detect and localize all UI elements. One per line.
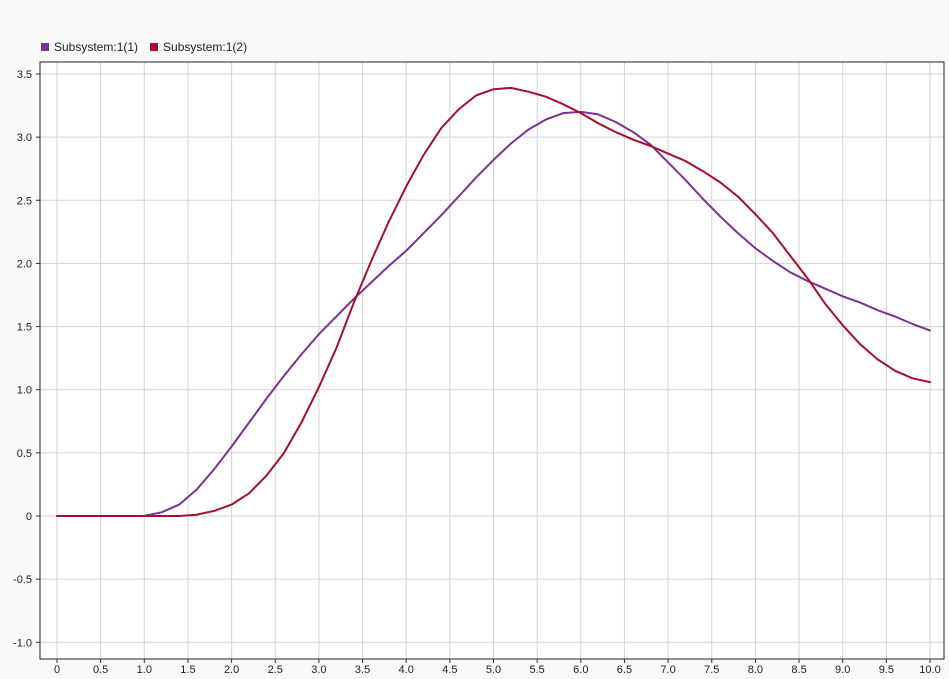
y-tick-label: -1.0 bbox=[13, 637, 32, 649]
y-tick-label: 1.0 bbox=[17, 385, 32, 397]
legend-label-series-1: Subsystem:1(1) bbox=[54, 40, 139, 54]
x-tick-label: 4.0 bbox=[399, 664, 414, 676]
x-tick-label: 0 bbox=[54, 664, 60, 676]
x-tick-label: 5.5 bbox=[530, 664, 545, 676]
y-tick-label: 2.0 bbox=[17, 258, 32, 270]
x-tick-label: 10.0 bbox=[919, 664, 940, 676]
x-tick-label: 7.5 bbox=[704, 664, 719, 676]
legend-swatch-series-1 bbox=[41, 43, 49, 51]
x-tick-label: 5.0 bbox=[486, 664, 501, 676]
x-tick-label: 1.5 bbox=[180, 664, 195, 676]
x-tick-label: 6.5 bbox=[617, 664, 632, 676]
x-tick-label: 1.0 bbox=[137, 664, 152, 676]
plot-background bbox=[40, 62, 944, 659]
y-tick-label: 0.5 bbox=[17, 448, 32, 460]
y-tick-label: -0.5 bbox=[13, 574, 32, 586]
x-tick-label: 7.0 bbox=[660, 664, 675, 676]
series-line-1 bbox=[56, 110, 931, 517]
x-tick-label: 2.5 bbox=[268, 664, 283, 676]
x-tick-label: 8.0 bbox=[748, 664, 763, 676]
x-tick-label: 6.0 bbox=[573, 664, 588, 676]
legend: Subsystem:1(1) Subsystem:1(2) bbox=[41, 40, 247, 54]
y-tick-label: 3.5 bbox=[17, 69, 32, 81]
x-tick-label: 3.0 bbox=[311, 664, 326, 676]
x-tick-label: 8.5 bbox=[791, 664, 806, 676]
y-tick-label: 2.5 bbox=[17, 195, 32, 207]
legend-item-series-2[interactable]: Subsystem:1(2) bbox=[150, 40, 247, 54]
x-tick-label: 9.5 bbox=[879, 664, 894, 676]
x-tick-label: 9.0 bbox=[835, 664, 850, 676]
x-tick-label: 4.5 bbox=[442, 664, 457, 676]
plot-frame bbox=[39, 61, 945, 660]
legend-label-series-2: Subsystem:1(2) bbox=[163, 40, 248, 54]
legend-item-series-1[interactable]: Subsystem:1(1) bbox=[41, 40, 138, 54]
x-tick-label: 0.5 bbox=[93, 664, 108, 676]
x-tick-label: 3.5 bbox=[355, 664, 370, 676]
x-tick-label: 2.0 bbox=[224, 664, 239, 676]
y-tick-label: 0 bbox=[26, 511, 32, 523]
series-line-2 bbox=[56, 86, 931, 517]
legend-swatch-series-2 bbox=[150, 43, 159, 51]
y-tick-label: 3.0 bbox=[17, 132, 32, 144]
y-tick-label: 1.5 bbox=[17, 322, 32, 334]
